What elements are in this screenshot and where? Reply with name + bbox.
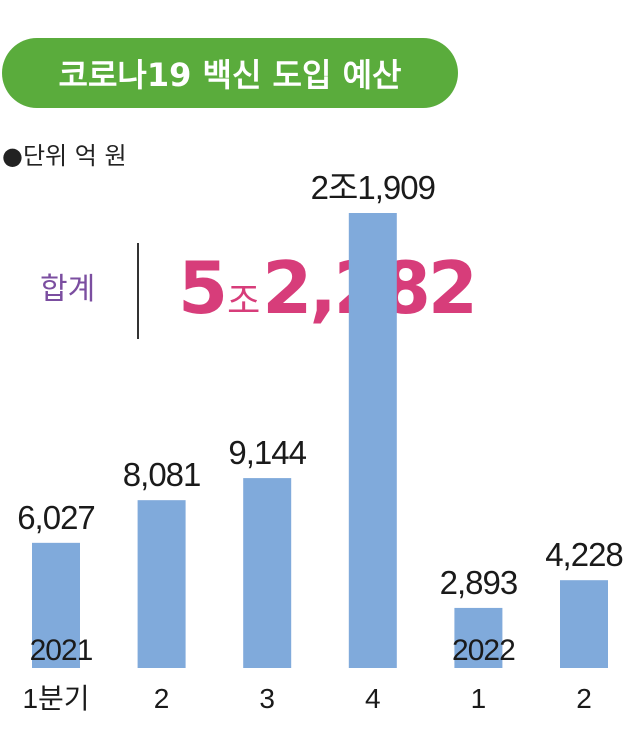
total-label: 합계 [40,272,96,307]
bar-value-label: 2,893 [440,564,518,601]
bar-value-label: 8,081 [123,456,201,493]
year-label: 2021 [30,634,93,667]
bar-value-label: 4,228 [545,536,623,573]
bar [348,213,397,668]
x-tick-label: 3 [259,683,275,714]
x-tick-label: 4 [365,683,381,714]
x-tick-label: 2 [154,683,170,714]
bar [454,607,503,668]
bar [137,500,186,668]
unit-label: ●단위 억 원 [2,142,127,170]
total-divider [137,243,139,339]
bar [560,580,608,668]
bar-value-label: 9,144 [228,434,306,471]
title-pill: 코로나19 백신 도입 예산 [2,38,458,108]
total-value-unit: 조 [227,281,261,322]
total-value-part1: 5 [178,246,228,330]
bar [32,542,80,668]
x-tick-label: 2 [576,683,592,714]
x-tick-label: 1 [471,683,487,714]
bar-value-label: 6,027 [17,499,95,536]
bar-value-label: 2조1,909 [311,169,435,206]
x-tick-label: 1분기 [22,683,89,714]
chart-title: 코로나19 백신 도입 예산 [58,56,402,94]
bar [243,478,292,668]
year-label: 2022 [452,634,515,667]
